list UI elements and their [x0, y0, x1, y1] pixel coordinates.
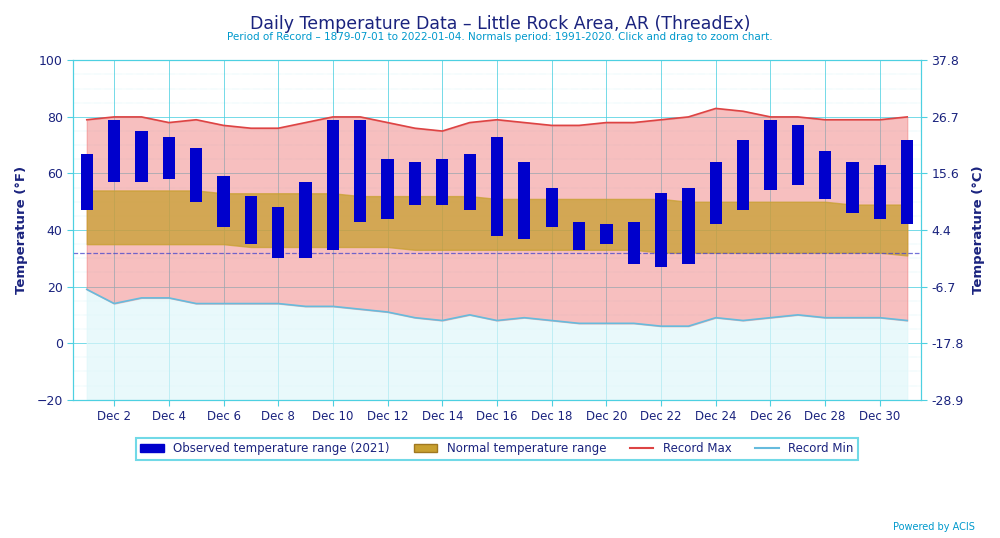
- Bar: [846, 162, 859, 213]
- Bar: [327, 120, 339, 250]
- Y-axis label: Temperature (°C): Temperature (°C): [972, 166, 985, 294]
- Bar: [381, 159, 394, 219]
- Bar: [573, 222, 585, 250]
- Bar: [491, 137, 503, 236]
- Bar: [108, 120, 120, 182]
- Bar: [436, 159, 448, 204]
- Bar: [819, 151, 831, 199]
- Bar: [299, 182, 312, 258]
- Bar: [628, 222, 640, 264]
- Bar: [737, 139, 749, 210]
- Bar: [682, 188, 695, 264]
- Bar: [546, 188, 558, 227]
- Legend: Observed temperature range (2021), Normal temperature range, Record Max, Record : Observed temperature range (2021), Norma…: [136, 437, 858, 460]
- Bar: [190, 148, 202, 202]
- Bar: [81, 154, 93, 210]
- Bar: [409, 162, 421, 204]
- Text: Daily Temperature Data – Little Rock Area, AR (ThreadEx): Daily Temperature Data – Little Rock Are…: [250, 15, 750, 33]
- Bar: [600, 224, 613, 244]
- Bar: [874, 165, 886, 219]
- Bar: [655, 193, 667, 267]
- Bar: [710, 162, 722, 224]
- Bar: [272, 208, 284, 258]
- Bar: [245, 196, 257, 244]
- Text: Period of Record – 1879-07-01 to 2022-01-04. Normals period: 1991-2020. Click an: Period of Record – 1879-07-01 to 2022-01…: [227, 32, 773, 43]
- Bar: [764, 120, 777, 190]
- Bar: [792, 125, 804, 185]
- Bar: [135, 131, 148, 182]
- Bar: [464, 154, 476, 210]
- Bar: [518, 162, 530, 238]
- Bar: [901, 139, 913, 224]
- Text: Powered by ACIS: Powered by ACIS: [893, 521, 975, 532]
- Bar: [163, 137, 175, 179]
- Y-axis label: Temperature (°F): Temperature (°F): [15, 166, 28, 294]
- Bar: [354, 120, 366, 222]
- Bar: [217, 176, 230, 227]
